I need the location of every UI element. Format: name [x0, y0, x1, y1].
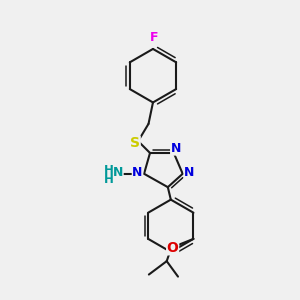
Text: H: H — [104, 164, 114, 177]
Text: H: H — [104, 172, 114, 186]
Text: N: N — [113, 166, 123, 179]
Text: S: S — [130, 136, 140, 150]
Text: F: F — [150, 32, 159, 44]
Text: N: N — [184, 166, 194, 179]
Text: O: O — [167, 241, 178, 255]
Text: N: N — [171, 142, 181, 155]
Text: N: N — [132, 166, 143, 179]
